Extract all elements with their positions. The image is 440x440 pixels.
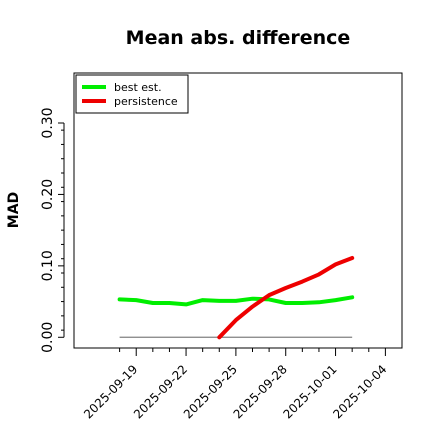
legend-box xyxy=(75,74,189,114)
y-tick-label: 0.10 xyxy=(40,250,56,281)
y-tick-label: 0.00 xyxy=(40,322,56,353)
series-line-best-est xyxy=(117,295,355,307)
y-tick-label: 0.20 xyxy=(40,179,56,210)
y-axis-label: MAD xyxy=(6,192,22,228)
y-tick-label: 0.30 xyxy=(40,107,56,138)
plot-frame xyxy=(73,72,403,349)
x-tick-label: 2025-10-04 xyxy=(330,362,389,421)
series-line-persistence xyxy=(217,256,355,340)
chart-title: Mean abs. difference xyxy=(126,27,351,49)
legend: best est. persistence xyxy=(75,74,189,114)
legend-label-persistence: persistence xyxy=(114,95,178,108)
legend-label-best-est: best est. xyxy=(114,81,162,94)
